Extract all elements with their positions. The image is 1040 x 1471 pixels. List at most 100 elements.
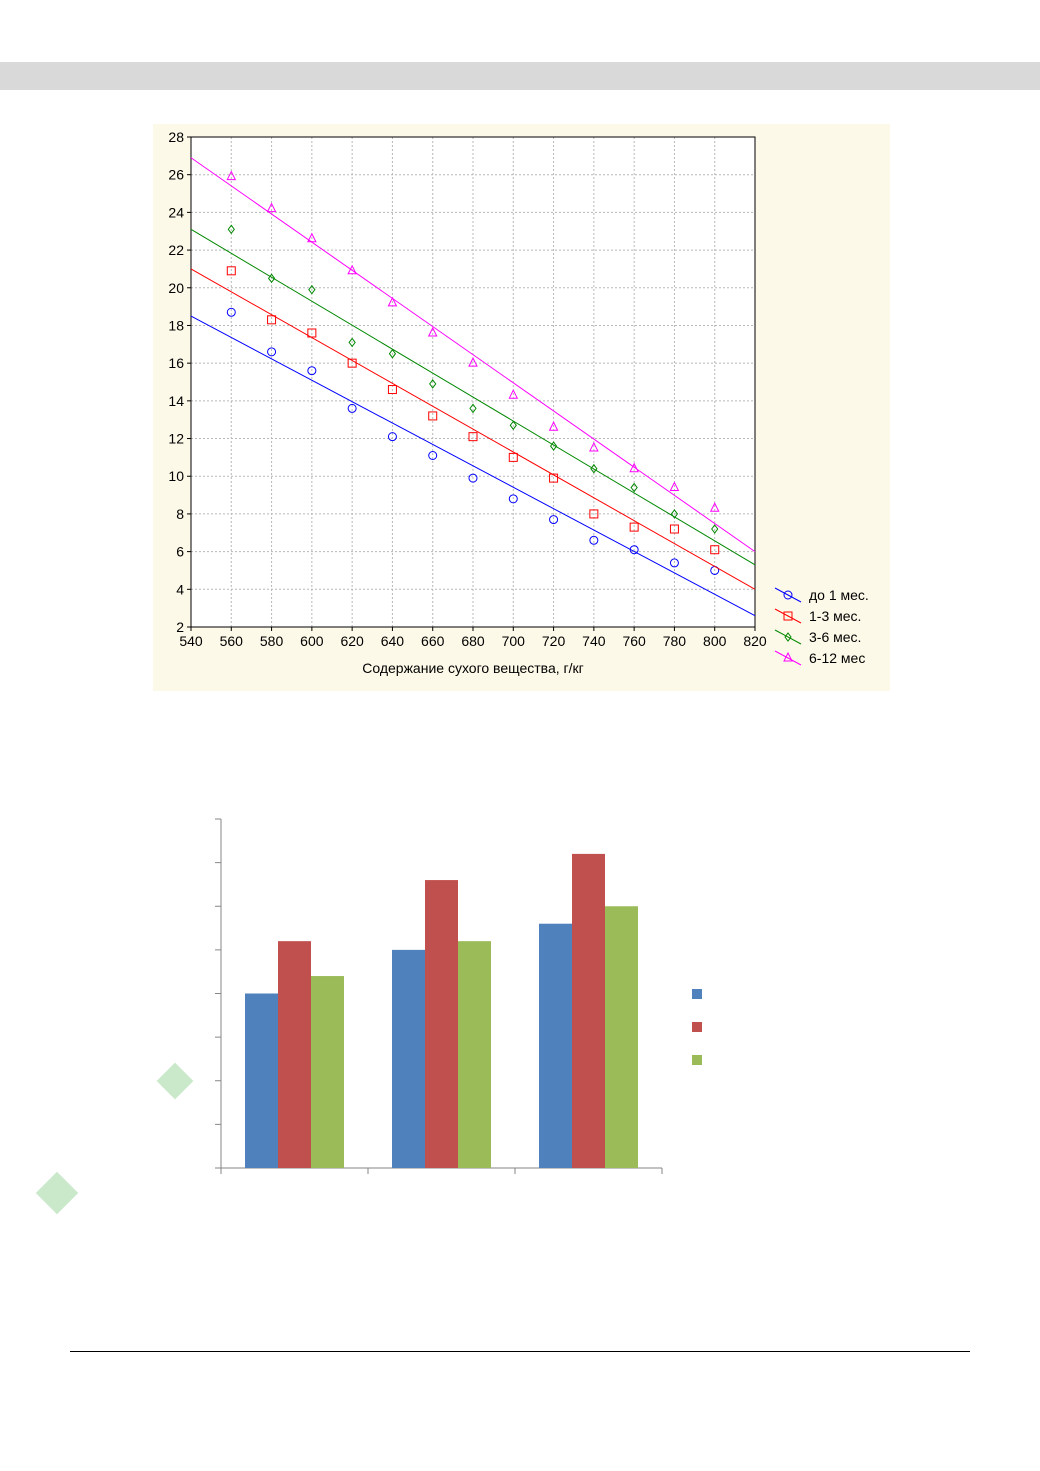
y-tick-label: 4: [176, 581, 184, 597]
data-point: [226, 266, 236, 276]
data-point: [629, 462, 639, 473]
bar: [425, 880, 458, 1168]
legend-swatch-1: [692, 989, 702, 999]
data-point: [267, 347, 277, 357]
legend-line: [774, 587, 802, 603]
x-tick-label: 740: [582, 633, 606, 649]
data-point: [670, 509, 679, 519]
data-point: [347, 403, 357, 413]
data-point: [308, 284, 316, 295]
y-tick-label: 16: [168, 355, 184, 371]
legend-marker: [783, 590, 793, 600]
data-point: [590, 463, 598, 474]
legend-label: 1-3 мес.: [809, 608, 861, 624]
y-tick-label: 10: [168, 468, 184, 484]
data-point: [428, 411, 438, 421]
legend-item-1: до 1 мес.: [774, 587, 869, 603]
y-tick-label: 8: [176, 506, 184, 522]
data-point: [348, 337, 356, 348]
bar: [245, 993, 278, 1168]
legend-swatch-2: [692, 1022, 702, 1032]
series-group-4: [190, 157, 756, 553]
bar: [458, 941, 491, 1168]
data-point: [710, 545, 720, 555]
data-point: [388, 348, 397, 359]
bar: [605, 906, 638, 1168]
x-tick-label: 560: [220, 633, 244, 649]
x-tick-label: 700: [502, 633, 526, 649]
data-point: [549, 473, 559, 483]
y-tick-label: 22: [168, 242, 184, 258]
data-point: [669, 481, 680, 492]
data-point: [629, 522, 639, 532]
data-point: [548, 421, 559, 431]
y-tick-label: 24: [168, 204, 184, 220]
data-point: [387, 296, 398, 307]
data-point: [226, 170, 237, 181]
legend-line: [774, 650, 802, 666]
data-point: [589, 509, 599, 519]
x-tick-label: 680: [461, 633, 485, 649]
y-tick-label: 18: [168, 317, 184, 333]
legend-label: 3-6 мес.: [809, 629, 861, 645]
bar: [572, 853, 605, 1168]
data-point: [347, 264, 357, 275]
x-tick-label: 540: [179, 633, 203, 649]
x-tick-label: 820: [743, 633, 767, 649]
scatter-chart: 540 560 580 600 620 640 660 680 700 720 740 760 780 8…: [168, 129, 869, 676]
legend-item-2: 1-3 мес.: [774, 608, 861, 624]
legend-label: до 1 мес.: [809, 587, 869, 603]
legend-swatch-3: [692, 1055, 702, 1065]
x-tick-label: 720: [542, 633, 566, 649]
legend-marker: [783, 611, 793, 621]
data-point: [508, 389, 519, 399]
legend-marker: [784, 632, 792, 642]
x-tick-label: 580: [260, 633, 284, 649]
data-point: [428, 451, 438, 460]
legend-label: 6-12 мес: [809, 650, 865, 666]
data-point: [387, 385, 397, 395]
data-point: [508, 452, 518, 462]
scatter-chart-panel: 540 560 580 600 620 640 660 680 700 720 740 760 780 8…: [153, 124, 890, 691]
legend-item-3: 3-6 мес.: [774, 629, 861, 645]
data-point: [267, 315, 277, 325]
y-tick-label: 28: [168, 129, 184, 145]
data-point: [307, 366, 317, 376]
bar: [278, 941, 311, 1168]
series-group-1: [190, 307, 756, 617]
y-tick-label: 26: [168, 167, 184, 183]
x-tick-label: 760: [622, 633, 646, 649]
data-point: [468, 432, 478, 442]
data-point: [589, 441, 599, 452]
data-point: [469, 403, 477, 414]
data-point: [227, 224, 235, 235]
data-point: [307, 232, 317, 243]
y-tick-label: 20: [168, 280, 184, 296]
bar: [311, 976, 344, 1168]
bar: [539, 923, 572, 1168]
y-tick-label: 2: [176, 619, 184, 635]
x-tick-label: 660: [421, 633, 445, 649]
data-point: [427, 326, 438, 337]
regression-line: [190, 228, 756, 566]
x-tick-label: 600: [300, 633, 324, 649]
x-tick-label: 800: [703, 633, 727, 649]
bar: [392, 949, 425, 1168]
data-point: [630, 482, 638, 493]
data-point: [307, 328, 317, 338]
data-point: [267, 273, 276, 284]
x-tick-label: 780: [663, 633, 687, 649]
data-point: [711, 524, 719, 534]
data-point: [629, 545, 639, 555]
legend-line: [774, 608, 802, 624]
data-point: [709, 502, 720, 512]
data-point: [508, 494, 518, 504]
data-point: [226, 307, 236, 317]
data-point: [589, 535, 599, 545]
series-group-3: [190, 224, 756, 566]
regression-line: [190, 268, 756, 590]
data-point: [509, 420, 517, 431]
data-point: [429, 379, 437, 389]
